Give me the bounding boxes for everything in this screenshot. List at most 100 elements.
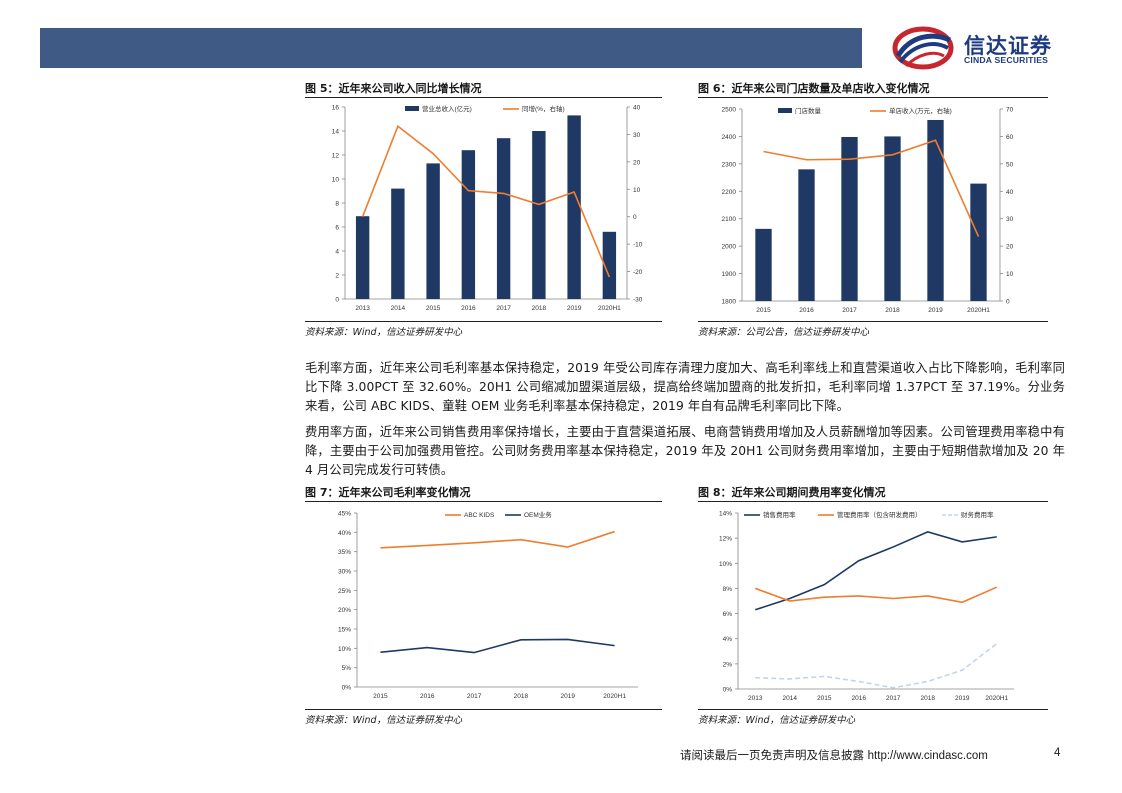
y-tick-label: 12% (719, 536, 732, 543)
figure-7: 图 7：近年来公司毛利率变化情况 0% 5% 10% 15% 20% 25% 30% 35% 4… (305, 484, 662, 729)
series-line (380, 638, 615, 654)
y-tick-label: 30% (338, 569, 351, 576)
y-right-tick-label: 30 (633, 132, 641, 139)
x-tick-label: 2019 (955, 695, 970, 702)
x-tick-label: 2017 (467, 693, 482, 700)
y-tick-label: 20% (338, 607, 351, 614)
y-tick-label: 25% (338, 588, 351, 595)
y-tick-label: 2% (723, 661, 733, 668)
x-tick-label: 2020H1 (603, 693, 626, 700)
y-tick-label: 10% (338, 646, 351, 653)
y-right-tick-label: 20 (633, 159, 641, 166)
divider (305, 97, 662, 98)
legend-label: 销售费用率 (763, 510, 796, 519)
y-left-tick-label: 8 (335, 201, 339, 208)
y-left-tick-label: 2300 (722, 161, 737, 168)
y-tick-label: 35% (338, 549, 351, 556)
x-tick-label: 2018 (514, 693, 529, 700)
bar (755, 228, 772, 301)
x-tick-label: 2013 (748, 695, 763, 702)
bar (532, 131, 546, 299)
y-tick-label: 0% (723, 687, 733, 694)
page-number: 4 (1054, 747, 1061, 759)
legend-label: 单店收入(万元，右轴) (889, 106, 952, 115)
footer-url-link[interactable]: http://www.cindasc.com (867, 750, 988, 762)
x-tick-label: 2017 (496, 305, 511, 312)
cinda-logo-mark-icon (892, 26, 954, 70)
bar (426, 163, 440, 299)
figure-source: 资料来源：公司公告，信达证券研发中心 (698, 327, 870, 338)
y-left-tick-label: 14 (332, 129, 340, 136)
figure-title: 图 6：近年来公司门店数量及单店收入变化情况 (698, 82, 930, 95)
x-tick-label: 2016 (461, 305, 476, 312)
y-left-tick-label: 2000 (722, 244, 737, 251)
legend-label: 同增(%，右轴) (522, 104, 565, 113)
y-right-tick-label: 40 (633, 105, 641, 112)
bar (355, 216, 370, 299)
x-tick-label: 2018 (921, 695, 936, 702)
series-line (380, 530, 615, 549)
x-tick-label: 2015 (756, 307, 771, 314)
x-tick-label: 2016 (799, 307, 814, 314)
x-tick-label: 2017 (842, 307, 857, 314)
x-tick-label: 2019 (567, 305, 582, 312)
bar (884, 136, 901, 301)
bar (461, 150, 476, 299)
y-tick-label: 6% (723, 611, 733, 618)
bar (798, 169, 815, 301)
legend-label: OEM业务 (524, 510, 552, 519)
store-count-chart: 1800 1900 2000 2100 2200 2300 2400 2500 0 10 20 30 4… (722, 106, 1014, 314)
divider (698, 709, 1048, 710)
y-right-tick-label: 20 (1006, 244, 1014, 251)
x-tick-label: 2014 (783, 695, 798, 702)
figure-5: 图 5：近年来公司收入同比增长情况 0 2 4 6 8 10 12 14 16 -30 -20 -10… (305, 80, 662, 340)
y-left-tick-label: 2400 (722, 134, 737, 141)
divider (305, 501, 662, 502)
figure-source: 资料来源：Wind，信达证券研发中心 (305, 327, 463, 338)
expense-ratio-chart: 0% 2% 4% 6% 8% 10% 12% 14% 2013 2014 2015 2016 2017 2… (719, 510, 1014, 702)
y-tick-label: 40% (338, 530, 351, 537)
series-line (361, 124, 611, 278)
y-right-tick-label: 10 (633, 187, 641, 194)
bar (841, 136, 858, 301)
y-tick-label: 15% (338, 627, 351, 634)
figure-title: 图 8：近年来公司期间费用率变化情况 (698, 486, 886, 499)
y-right-tick-label: -30 (633, 297, 643, 304)
divider (305, 709, 662, 710)
logo-text-cn: 信达证券 (964, 34, 1052, 58)
y-tick-label: 8% (723, 586, 733, 593)
y-left-tick-label: 1900 (722, 271, 737, 278)
paragraph-gross-margin: 毛利率方面，近年来公司毛利率基本保持稳定，2019 年受公司库存清理力度加大、高… (305, 361, 1065, 413)
x-tick-label: 2017 (886, 695, 901, 702)
series-line (754, 586, 998, 604)
cinda-logo: 信达证券 CINDA SECURITIES (892, 26, 1092, 70)
y-left-tick-label: 4 (335, 249, 339, 256)
legend-label: 营业总收入(亿元) (422, 104, 472, 113)
y-left-tick-label: 2 (335, 273, 339, 280)
x-tick-label: 2019 (561, 693, 576, 700)
bar (567, 115, 581, 300)
x-tick-label: 2020H1 (598, 305, 621, 312)
logo-text-en: CINDA SECURITIES (964, 55, 1049, 65)
x-tick-label: 2015 (373, 693, 388, 700)
y-right-tick-label: 40 (1006, 189, 1014, 196)
figure-source: 资料来源：Wind，信达证券研发中心 (698, 715, 856, 726)
y-right-tick-label: 0 (633, 214, 637, 221)
legend-label: ABC KIDS (464, 512, 495, 519)
figure-title: 图 5：近年来公司收入同比增长情况 (305, 82, 482, 95)
bar (602, 231, 617, 299)
y-left-tick-label: 10 (332, 177, 340, 184)
figure-source: 资料来源：Wind，信达证券研发中心 (305, 715, 463, 726)
footer-disclaimer: 请阅读最后一页免责声明及信息披露 http://www.cindasc.com (680, 747, 988, 763)
y-right-tick-label: 0 (1006, 299, 1010, 306)
y-left-tick-label: 16 (332, 105, 340, 112)
y-right-tick-label: -20 (633, 269, 643, 276)
revenue-growth-chart: 0 2 4 6 8 10 12 14 16 -30 -20 -10 0 10 20 30 40 2013 2014 2… (332, 104, 643, 312)
series-line (755, 643, 998, 689)
y-left-tick-label: 6 (335, 225, 339, 232)
legend-label: 财务费用率 (961, 510, 994, 519)
y-tick-label: 14% (719, 511, 732, 518)
legend-swatch-bar (778, 108, 792, 113)
figure-title: 图 7：近年来公司毛利率变化情况 (305, 486, 471, 499)
